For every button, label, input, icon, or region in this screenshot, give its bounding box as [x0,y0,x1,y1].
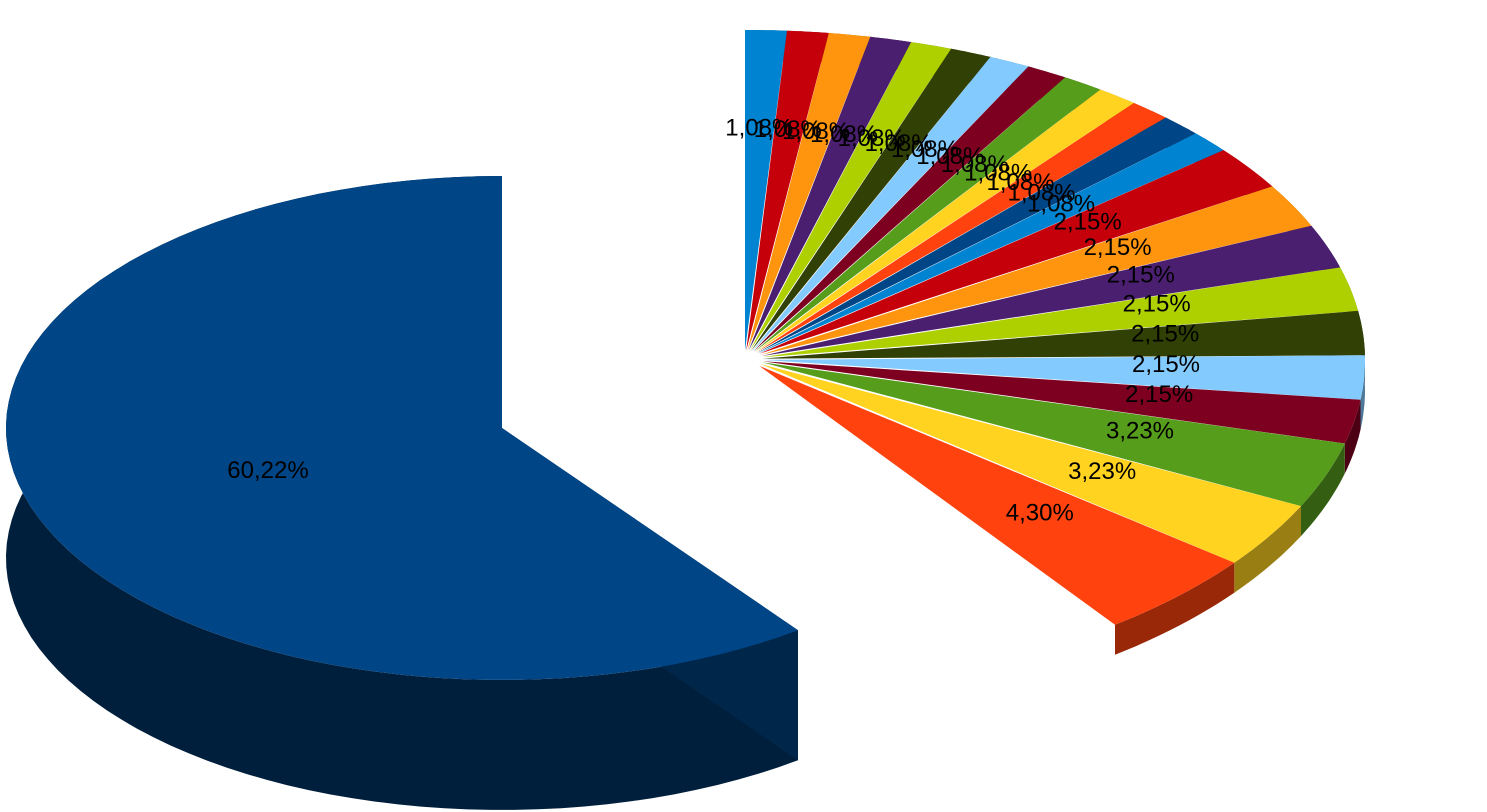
slice-top-10 [758,150,1273,354]
data-label-23: 1,08% [725,115,793,142]
slice-side-2 [1234,506,1301,593]
data-label-20: 1,08% [810,121,878,148]
data-label-11: 1,08% [1027,191,1095,218]
slice-top-12 [757,117,1196,353]
data-label-22: 1,08% [754,116,822,143]
data-labels: 1,08%1,08%1,08%1,08%1,08%1,08%1,08%1,08%… [227,115,1200,527]
slice-top-2 [761,364,1301,563]
slice-top-5 [763,355,1365,400]
data-label-9: 2,15% [1084,234,1152,261]
data-label-0: 60,22% [227,457,308,484]
slice-side-4 [1344,399,1361,474]
slice-top-14 [755,89,1134,353]
slice-top-19 [749,42,952,351]
slice-top-17 [752,56,1029,352]
slice-top-7 [762,267,1359,358]
data-label-8: 2,15% [1107,262,1175,289]
slice-top-13 [756,103,1166,353]
slice-top-3 [762,362,1345,507]
data-label-5: 2,15% [1132,351,1200,378]
slice-top-20 [748,36,912,351]
data-label-19: 1,08% [838,125,906,152]
data-label-18: 1,08% [865,130,933,157]
slice-top-1 [759,365,1235,625]
slice-top-22 [746,30,829,351]
data-label-7: 2,15% [1123,291,1191,318]
slice-side-3 [1301,443,1345,537]
data-label-1: 4,30% [1006,499,1074,526]
data-label-14: 1,08% [964,160,1032,187]
slice-top-0 [6,176,798,680]
data-label-13: 1,08% [986,169,1054,196]
slice-top-15 [754,77,1101,352]
slice-tops [6,30,1365,680]
data-label-3: 3,23% [1106,417,1174,444]
slice-side-5 [1360,355,1365,430]
slice-top-4 [762,361,1361,444]
data-label-12: 1,08% [1007,179,1075,206]
slice-top-6 [762,310,1365,359]
slice-top-16 [753,66,1066,352]
data-label-2: 3,23% [1068,458,1136,485]
slice-top-9 [760,186,1312,355]
data-label-17: 1,08% [891,136,959,163]
slice-top-21 [747,33,871,351]
slice-side-1 [1115,562,1235,655]
data-label-21: 1,08% [782,118,850,145]
data-label-6: 2,15% [1131,321,1199,348]
slice-top-11 [758,133,1224,354]
slice-top-18 [751,48,991,352]
data-label-16: 1,08% [916,143,984,170]
data-label-4: 2,15% [1125,381,1193,408]
slice-top-23 [745,30,787,351]
data-label-10: 2,15% [1054,208,1122,235]
data-label-15: 1,08% [941,151,1009,178]
slice-top-8 [761,225,1341,357]
